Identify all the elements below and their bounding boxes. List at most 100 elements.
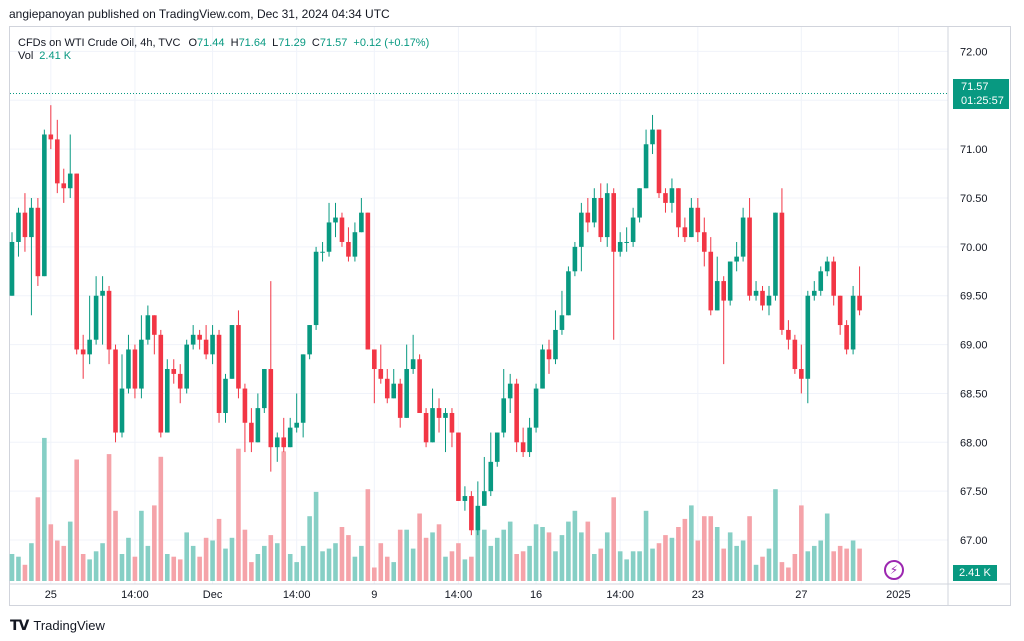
volume-bar <box>229 537 235 581</box>
candle-body <box>857 295 862 311</box>
volume-bar <box>669 537 675 581</box>
candle-body <box>488 461 494 492</box>
candle <box>48 105 54 150</box>
candle <box>352 222 358 262</box>
candle <box>436 398 442 433</box>
lightning-icon[interactable]: ⚡ <box>884 560 904 580</box>
symbol-name[interactable]: CFDs on WTI Crude Oil, 4h, TVC <box>18 37 181 49</box>
candle <box>779 188 785 335</box>
candle-body <box>9 241 15 296</box>
volume-bar <box>624 559 629 581</box>
candle <box>197 329 202 350</box>
publisher-line: angiepanoyan published on TradingView.co… <box>9 7 390 21</box>
volume-bar <box>42 437 47 581</box>
candle-body <box>663 193 668 203</box>
last-price-value: 71.57 <box>961 81 989 93</box>
volume-bar <box>87 559 92 581</box>
candle <box>410 334 416 374</box>
volume-bar <box>837 545 843 581</box>
candle-body <box>630 217 636 242</box>
candle-body <box>216 334 222 413</box>
volume-bar <box>262 545 267 581</box>
volume-bar <box>779 562 785 581</box>
candle <box>753 281 759 301</box>
volume-bar <box>9 554 15 581</box>
volume-bar <box>100 543 105 581</box>
volume-bar <box>676 527 681 581</box>
candle-body <box>132 349 138 389</box>
candle-body <box>119 388 125 433</box>
candle-body <box>320 251 325 253</box>
candle-body <box>643 144 649 189</box>
candle <box>430 388 435 443</box>
candle <box>630 207 636 247</box>
volume-bar <box>507 521 513 581</box>
candle-body <box>572 246 578 272</box>
candle-body <box>456 432 461 501</box>
volume-bar <box>313 491 319 581</box>
volume-bar <box>753 564 759 581</box>
candle-body <box>475 505 481 531</box>
candle <box>475 481 481 536</box>
candle <box>527 417 532 457</box>
volume-bar <box>423 537 429 581</box>
candle <box>850 285 856 355</box>
volume-bar <box>384 556 390 581</box>
price-tick-label: 68.00 <box>960 437 988 449</box>
volume-bar <box>268 535 274 581</box>
volume-bar <box>469 556 474 581</box>
candle-body <box>404 369 409 418</box>
volume-bar <box>352 556 358 581</box>
candle <box>656 129 662 199</box>
candle <box>818 266 824 296</box>
candle-body <box>449 412 455 433</box>
candle <box>507 373 513 413</box>
candle <box>637 188 642 223</box>
volume-bar <box>210 540 215 581</box>
candle-body <box>48 134 54 140</box>
candle <box>126 334 131 394</box>
candle <box>792 334 798 374</box>
candle <box>714 256 720 311</box>
volume-bar <box>617 551 623 581</box>
candle <box>229 325 235 379</box>
candle-body <box>436 408 442 418</box>
candle-body <box>152 315 157 335</box>
candle <box>592 188 597 228</box>
candle-body <box>164 369 170 433</box>
volume-bar <box>16 556 21 581</box>
candle <box>139 315 144 399</box>
volume-bar <box>572 510 578 581</box>
candle <box>734 241 739 272</box>
volume-bar <box>566 521 571 581</box>
price-tick-label: 70.50 <box>960 193 988 205</box>
candle <box>119 354 125 438</box>
candle-body <box>210 334 215 355</box>
volume-bar <box>857 548 862 581</box>
volume-bar <box>54 540 60 581</box>
volume-bar <box>119 554 125 581</box>
candle-body <box>391 383 397 399</box>
candle <box>566 266 571 316</box>
candle <box>701 217 707 267</box>
last-price-tag: 71.57 01:25:57 <box>953 79 1009 109</box>
candle <box>384 369 390 404</box>
volume-tag: 2.41 K <box>953 565 997 581</box>
volume-bar <box>430 532 435 581</box>
volume-bar <box>786 567 791 581</box>
candle-body <box>482 491 487 506</box>
volume-bar <box>443 556 448 581</box>
price-tick-label: 70.00 <box>960 242 988 254</box>
candle-body <box>494 432 500 462</box>
candle-body <box>734 256 739 262</box>
volume-bar <box>372 567 377 581</box>
volume-bar <box>850 540 856 581</box>
candle-body <box>339 217 345 242</box>
candle-body <box>469 496 474 531</box>
volume-bar <box>494 537 500 581</box>
candle-body <box>268 369 274 448</box>
volume-bar <box>844 548 849 581</box>
price-tick-label: 67.50 <box>960 486 988 498</box>
volume-bar <box>714 527 720 581</box>
